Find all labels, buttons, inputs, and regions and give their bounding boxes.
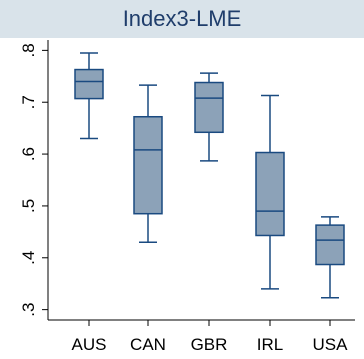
y-tick-label: .6	[19, 147, 38, 161]
title-band	[0, 0, 364, 38]
x-tick-label: AUS	[72, 335, 107, 354]
y-tick-label: .8	[19, 43, 38, 57]
x-tick-label: GBR	[191, 335, 228, 354]
x-tick-label: IRL	[257, 335, 283, 354]
box-gbr	[194, 81, 224, 134]
y-tick-label: .7	[19, 95, 38, 109]
box-aus	[74, 68, 104, 100]
box-irl	[255, 151, 285, 237]
y-tick-label: .5	[19, 199, 38, 213]
y-tick-label: .4	[19, 251, 38, 265]
y-tick-label: .3	[19, 303, 38, 317]
x-tick-label: CAN	[130, 335, 166, 354]
chart-title: Index3-LME	[122, 6, 242, 31]
x-tick-label: USA	[313, 335, 349, 354]
box-can	[133, 115, 163, 215]
box-usa	[315, 224, 345, 266]
